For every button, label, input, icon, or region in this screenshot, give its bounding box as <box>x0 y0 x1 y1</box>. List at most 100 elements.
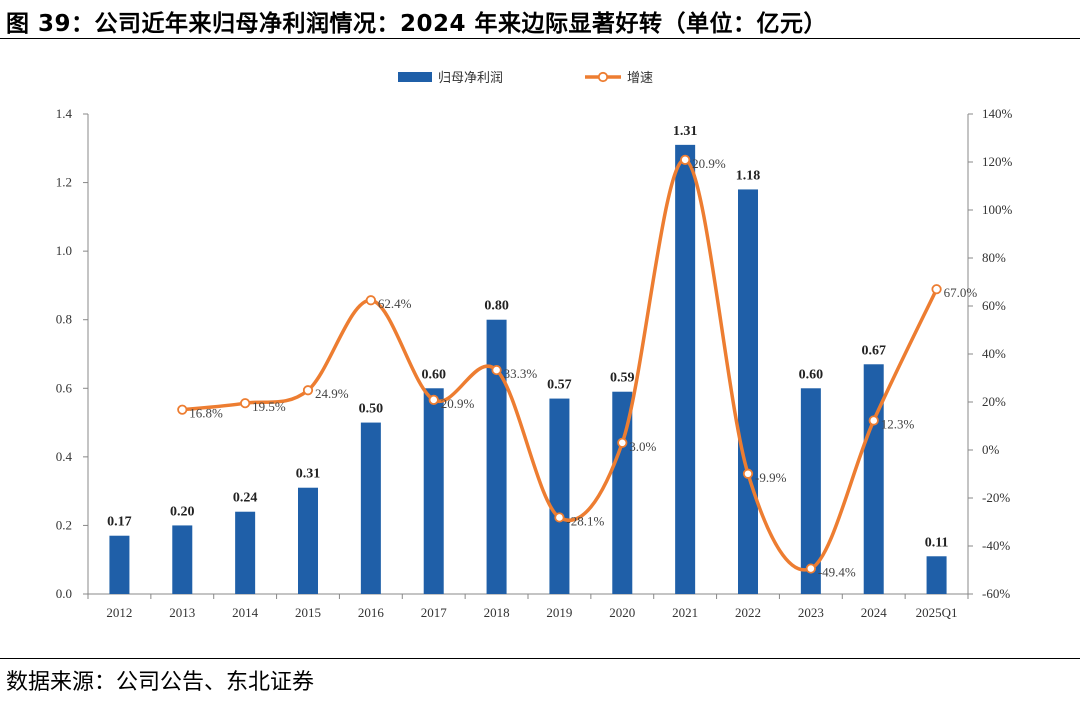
bar <box>423 388 444 594</box>
bar <box>486 319 507 594</box>
left-tick-label: 0.4 <box>56 449 73 464</box>
right-tick-label: 80% <box>982 250 1006 265</box>
x-tick-label: 2018 <box>484 605 510 620</box>
growth-point <box>428 394 439 405</box>
legend: 归母净利润 增速 <box>398 71 653 86</box>
legend-line-marker <box>597 71 609 83</box>
bar-value-label: 0.57 <box>547 378 572 393</box>
right-tick-label: -20% <box>982 490 1010 505</box>
bar-value-label: 0.31 <box>296 467 321 482</box>
growth-point <box>491 364 502 376</box>
left-tick-label: 0.0 <box>56 586 72 601</box>
bars <box>109 144 947 594</box>
growth-line <box>177 154 942 574</box>
bar-value-label: 0.50 <box>359 402 384 417</box>
x-tick-label: 2023 <box>798 605 824 620</box>
bar <box>360 422 381 594</box>
bar-value-label: 0.80 <box>484 299 509 314</box>
bar <box>235 511 256 594</box>
growth-value-label: 62.4% <box>378 296 412 311</box>
legend-bar-swatch <box>398 72 432 82</box>
x-tick-label: 2024 <box>861 605 888 620</box>
bar-value-label: 0.20 <box>170 504 195 519</box>
chart-title: 图 39：公司近年来归母净利润情况：2024 年来边际显著好转（单位：亿元） <box>6 11 828 37</box>
growth-value-label: 20.9% <box>692 156 726 171</box>
right-tick-label: 40% <box>982 346 1006 361</box>
right-tick-label: 60% <box>982 298 1006 313</box>
x-tick-label: 2016 <box>358 605 385 620</box>
growth-value-label: 3.0% <box>629 439 656 454</box>
bar <box>172 525 193 594</box>
legend-line-label: 增速 <box>627 71 653 86</box>
bar-value-label: 0.24 <box>233 491 258 506</box>
x-tick-label: 2014 <box>232 605 259 620</box>
left-tick-label: 0.2 <box>56 517 72 532</box>
bar-value-label: 0.59 <box>610 371 635 386</box>
bar <box>738 189 758 594</box>
bar-value-label: 1.31 <box>673 124 698 139</box>
growth-value-label: 67.0% <box>944 285 978 300</box>
growth-point <box>805 563 816 574</box>
chart: 归母净利润 增速 0.0 0.2 0.4 0.6 0.8 1.0 1.2 1.4 -60% -40%… <box>56 71 1013 620</box>
right-tick-label: 100% <box>982 202 1013 217</box>
right-tick-label: -60% <box>982 586 1010 601</box>
bar <box>109 535 130 594</box>
axes: 0.0 0.2 0.4 0.6 0.8 1.0 1.2 1.4 -60% -40% -20% 0% 20… <box>56 106 1013 620</box>
growth-value-label: -9.9% <box>755 470 787 485</box>
growth-value-label: 24.9% <box>315 386 349 401</box>
x-tick-label: 2019 <box>546 605 572 620</box>
growth-point <box>365 295 376 306</box>
growth-value-label: 20.9% <box>441 396 475 411</box>
bar-value-label: 0.11 <box>925 535 949 550</box>
x-tick-label: 2022 <box>735 605 761 620</box>
bar-value-label: 0.60 <box>421 367 446 382</box>
growth-value-label: -28.1% <box>566 513 604 528</box>
bar-value-label: 0.67 <box>861 343 886 358</box>
x-tick-label: 2015 <box>295 605 321 620</box>
left-tick-label: 1.4 <box>56 106 73 121</box>
source-note: 数据来源：公司公告、东北证券 <box>6 670 315 695</box>
growth-value-label: 12.3% <box>881 416 915 431</box>
legend-bar-label: 归母净利润 <box>438 71 503 86</box>
growth-point <box>617 437 628 448</box>
growth-point <box>742 468 754 479</box>
growth-point <box>177 404 188 415</box>
growth-point <box>240 398 251 409</box>
bar <box>298 487 318 594</box>
x-tick-label: 2021 <box>672 605 698 620</box>
growth-point <box>302 385 314 396</box>
title-rule <box>0 38 1080 39</box>
x-tick-label: 2012 <box>106 605 132 620</box>
growth-value-label: 16.8% <box>189 406 223 421</box>
right-tick-label: 140% <box>982 106 1013 121</box>
source-rule <box>0 658 1080 659</box>
growth-point <box>931 284 942 295</box>
left-tick-label: 0.6 <box>56 380 73 395</box>
growth-point <box>554 512 565 523</box>
x-tick-label: 2025Q1 <box>916 605 958 620</box>
bar <box>549 398 570 594</box>
bar-value-label: 1.18 <box>736 168 761 183</box>
x-tick-label: 2020 <box>609 605 635 620</box>
x-tick-label: 2013 <box>169 605 195 620</box>
left-tick-label: 1.2 <box>56 175 72 190</box>
right-tick-label: 120% <box>982 154 1013 169</box>
bar <box>863 364 884 594</box>
left-tick-label: 1.0 <box>56 243 72 258</box>
right-tick-label: -40% <box>982 538 1010 553</box>
data-labels: 0.17 0.20 0.24 0.31 0.50 0.60 0.80 0.57 0.59 1.31… <box>107 124 977 580</box>
bar <box>800 388 821 594</box>
left-tick-label: 0.8 <box>56 312 72 327</box>
growth-point <box>680 154 691 165</box>
bar-value-label: 0.17 <box>107 515 132 530</box>
bar-value-label: 0.60 <box>799 367 824 382</box>
right-tick-label: 0% <box>982 442 1000 457</box>
growth-value-label: 19.5% <box>252 399 286 414</box>
growth-value-label: -49.4% <box>818 565 856 580</box>
x-tick-label: 2017 <box>421 605 448 620</box>
bar <box>675 144 696 594</box>
bar <box>926 556 947 594</box>
growth-value-label: 33.3% <box>504 366 538 381</box>
right-tick-label: 20% <box>982 394 1006 409</box>
growth-point <box>868 415 879 426</box>
